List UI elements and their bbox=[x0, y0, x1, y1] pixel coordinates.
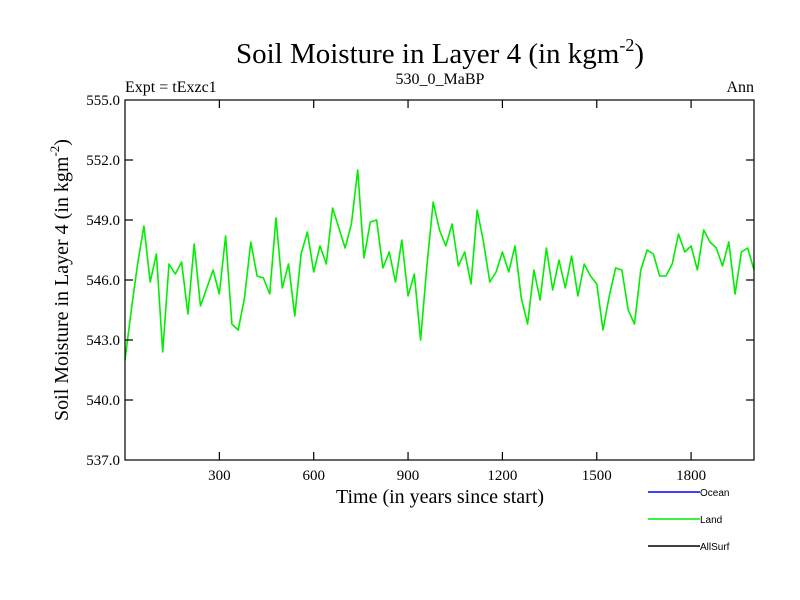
legend-allsurf-label: AllSurf bbox=[700, 542, 730, 553]
x-axis-label: Time (in years since start) bbox=[336, 486, 544, 508]
y-tick-label: 546.0 bbox=[86, 273, 120, 289]
legend-ocean-label: Ocean bbox=[700, 488, 729, 499]
x-tick-label: 1800 bbox=[676, 468, 706, 484]
axis-ticks: 300 600 900 1200 1500 1800 537.0 540.0 543.0 546.… bbox=[86, 93, 754, 484]
series-land-line bbox=[124, 169, 755, 361]
x-tick-label: 1500 bbox=[582, 468, 612, 484]
plot-frame bbox=[124, 99, 755, 461]
x-tick-label: 900 bbox=[397, 468, 420, 484]
subtitle-experiment: Expt = tExzc1 bbox=[125, 79, 217, 96]
y-axis-label: Soil Moisture in Layer 4 (in kgm-2) bbox=[47, 139, 73, 421]
x-tick-label: 300 bbox=[208, 468, 231, 484]
subtitle-season: Ann bbox=[726, 79, 754, 96]
subtitle-period: 530_0_MaBP bbox=[396, 71, 485, 88]
y-tick-label: 540.0 bbox=[86, 393, 120, 409]
y-tick-label: 552.0 bbox=[86, 153, 120, 169]
legend-land-label: Land bbox=[700, 515, 722, 526]
y-tick-label: 549.0 bbox=[86, 213, 120, 229]
x-tick-label: 1200 bbox=[487, 468, 517, 484]
y-tick-label: 555.0 bbox=[86, 93, 120, 109]
y-tick-label: 543.0 bbox=[86, 333, 120, 349]
y-tick-label: 537.0 bbox=[86, 453, 120, 469]
x-tick-label: 600 bbox=[302, 468, 325, 484]
legend: Ocean Land AllSurf bbox=[648, 488, 730, 553]
chart-title: Soil Moisture in Layer 4 (in kgm-2) bbox=[236, 35, 644, 70]
